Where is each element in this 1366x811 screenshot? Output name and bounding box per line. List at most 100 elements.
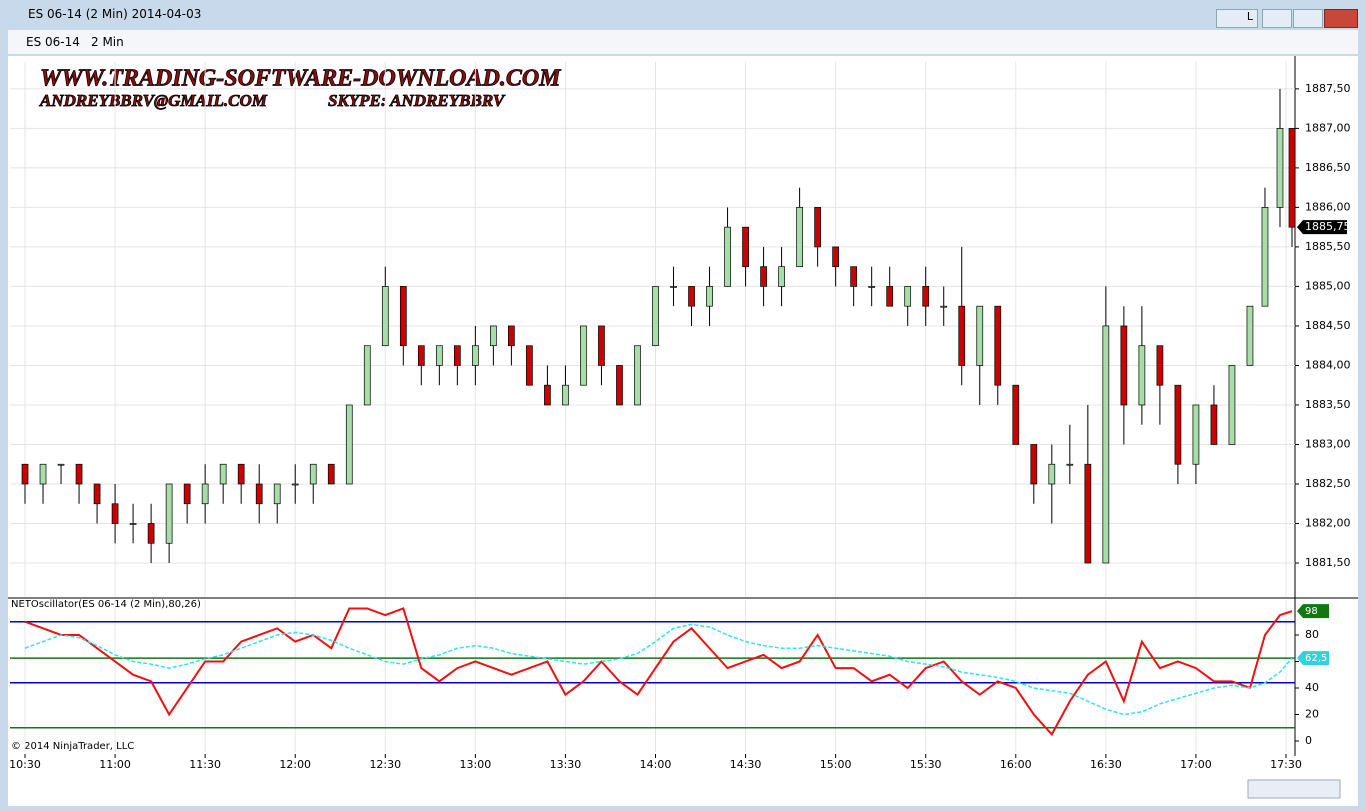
candle-body: [237, 463, 245, 485]
candle-body: [1048, 463, 1056, 485]
candle-body: [976, 305, 984, 366]
candle-body: [742, 226, 749, 268]
value-flag-label: 62,5: [1305, 653, 1327, 664]
candle-body: [760, 266, 767, 287]
y-tick-label: 1884,50: [1305, 319, 1351, 332]
toolbar: ES 06-14 2 Min: [8, 30, 1358, 54]
oscillator: [10, 607, 1295, 737]
candle-body: [309, 463, 317, 485]
copyright: © 2014 NinjaTrader, LLC: [11, 741, 134, 752]
y-tick-label: 40: [1305, 681, 1319, 694]
watermark-email: ANDREYBBRV@GMAIL.COM: [39, 91, 268, 110]
candle-body: [111, 503, 119, 524]
instrument-select[interactable]: ES 06-14: [26, 35, 80, 49]
x-tick-label: 12:30: [369, 758, 401, 771]
candle-body: [255, 483, 263, 505]
candle-body: [832, 246, 839, 268]
candle-body: [147, 523, 155, 544]
last-price-flag: [1297, 220, 1347, 235]
candle-body: [1192, 404, 1200, 465]
close-button[interactable]: [1324, 9, 1358, 28]
x-tick-label: 17:00: [1180, 758, 1212, 771]
x-tick-label: 14:00: [640, 758, 672, 771]
candle-body: [958, 305, 966, 366]
candle-body: [526, 345, 533, 386]
x-tick-label: 11:00: [99, 758, 131, 771]
candle-body: [670, 286, 677, 288]
y-tick-label: 1886,00: [1305, 200, 1351, 213]
candle-body: [1228, 365, 1236, 445]
candle-body: [544, 384, 551, 406]
candle-body: [562, 384, 569, 406]
candle-body: [291, 483, 299, 486]
candle-body: [634, 345, 641, 406]
watermark-url: WWW.TRADING-SOFTWARE-DOWNLOAD.COM: [40, 66, 562, 92]
candle-body: [1156, 345, 1164, 386]
y-tick-label: 1883,50: [1305, 398, 1351, 411]
minimize-button[interactable]: [1262, 9, 1292, 28]
watermark-skype: SKYPE: ANDREYBBRV: [328, 91, 506, 110]
y-tick-label: 0: [1305, 734, 1312, 747]
candle-body: [399, 286, 407, 347]
indicator-title: NETOscillator(ES 06-14 (2 Min),80,26): [11, 599, 201, 610]
x-tick-label: 16:30: [1090, 758, 1122, 771]
candle-body: [1084, 463, 1092, 564]
candle-body: [652, 286, 659, 347]
period-select[interactable]: 2 Min: [91, 35, 124, 49]
x-tick-label: 17:30: [1270, 758, 1302, 771]
candle-body: [688, 286, 695, 307]
window-title: ES 06-14 (2 Min) 2014-04-03: [28, 7, 202, 21]
candle-body: [273, 483, 281, 505]
candle-body: [1138, 345, 1146, 406]
lock-button[interactable]: L: [1216, 9, 1258, 28]
candle-body: [1066, 463, 1074, 466]
candle-body: [724, 226, 731, 287]
y-tick-label: 1885,50: [1305, 240, 1351, 253]
chart: WWW.TRADING-SOFTWARE-DOWNLOAD.COM ANDREY…: [8, 56, 1358, 806]
candle-body: [1246, 305, 1254, 366]
candle-body: [1102, 325, 1110, 564]
x-tick-label: 16:00: [1000, 758, 1032, 771]
y-tick-label: 1884,00: [1305, 358, 1351, 371]
candle-body: [1210, 404, 1218, 445]
x-tick-label: 11:30: [189, 758, 221, 771]
candle-body: [1120, 325, 1128, 406]
value-flag-label: 98: [1305, 606, 1318, 617]
candle-body: [922, 286, 930, 307]
x-tick-label: 13:30: [550, 758, 582, 771]
candle-body: [1276, 128, 1284, 208]
candle-body: [940, 305, 948, 308]
candle-body: [129, 523, 137, 525]
candle-body: [363, 345, 371, 406]
x-tick-label: 12:00: [279, 758, 311, 771]
candle-body: [616, 365, 623, 406]
candle-body: [75, 463, 83, 485]
candle-body: [381, 286, 389, 347]
y-tick-label: 1885,00: [1305, 279, 1351, 292]
candle-body: [345, 404, 353, 485]
x-tick-label: 15:30: [910, 758, 942, 771]
candle-body: [39, 463, 47, 485]
candle-body: [417, 345, 425, 366]
candle-body: [1174, 384, 1182, 465]
y-tick-label: 80: [1305, 628, 1319, 641]
scrollbar: [1247, 779, 1341, 799]
candle-body: [706, 286, 713, 307]
candle-body: [850, 266, 858, 287]
candle-body: [1030, 444, 1038, 485]
series-line: [24, 623, 1293, 716]
candle-body: [219, 463, 227, 485]
x-tick-label: 15:00: [820, 758, 852, 771]
y-tick-label: 20: [1305, 707, 1319, 720]
candle-body: [201, 483, 209, 505]
maximize-button[interactable]: [1293, 9, 1323, 28]
value-flag: [1297, 604, 1329, 619]
y-tick-label: 1882,00: [1305, 517, 1351, 530]
x-tick-label: 14:30: [730, 758, 762, 771]
candle-body: [1261, 207, 1269, 307]
y-tick-label: 1887,50: [1305, 82, 1351, 95]
candle-body: [183, 483, 191, 505]
y-tick-label: 1886,50: [1305, 161, 1351, 174]
y-tick-label: 1881,50: [1305, 556, 1351, 569]
